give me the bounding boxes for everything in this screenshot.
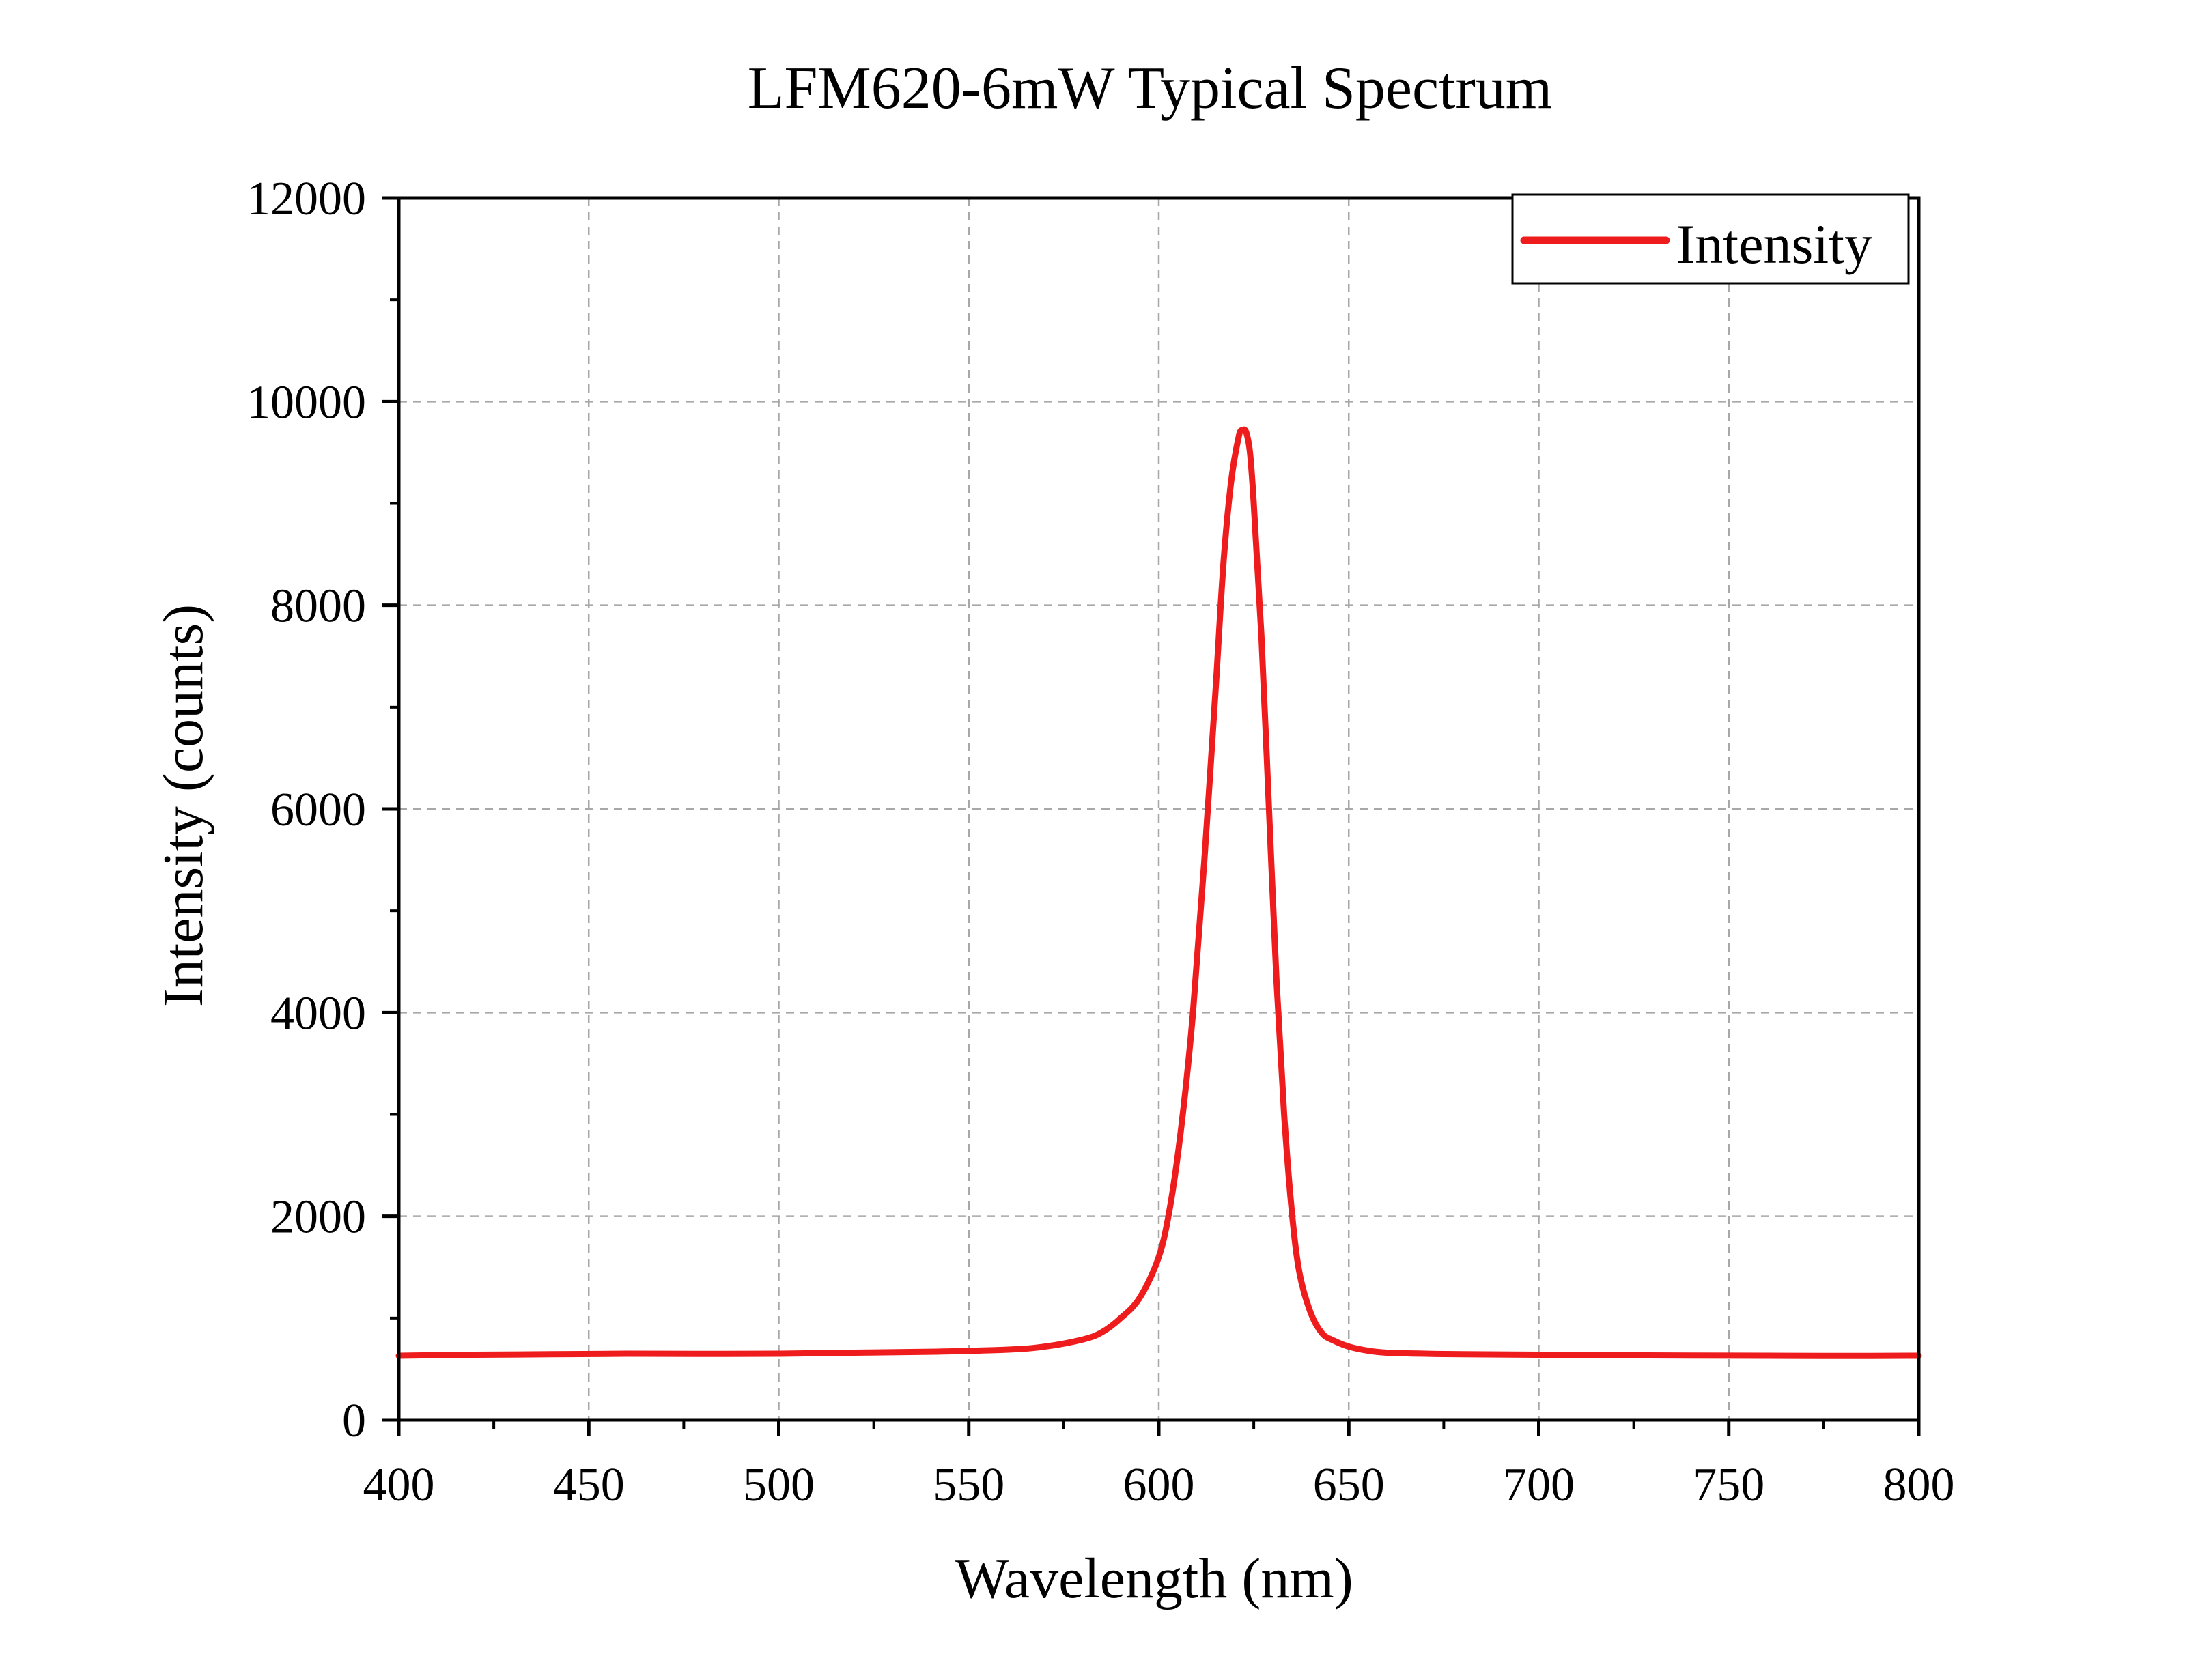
series-line-intensity	[395, 426, 1922, 1359]
x-tick-label: 400	[363, 1459, 435, 1511]
x-tick-label: 600	[1123, 1459, 1195, 1511]
y-tick-label: 10000	[247, 376, 366, 429]
grid-lines	[399, 198, 1919, 1420]
x-tick-label: 800	[1883, 1459, 1955, 1511]
chart-title: LFM620-6mW Typical Spectrum	[748, 55, 1552, 122]
axis-ticks	[382, 196, 1921, 1436]
x-axis-label: Wavelength (nm)	[955, 1547, 1353, 1610]
x-tick-label: 450	[553, 1459, 625, 1511]
x-tick-label: 700	[1503, 1459, 1575, 1511]
y-axis-label: Intensity (counts)	[152, 604, 215, 1007]
axis-tick-labels: 400 450 500 550 600 650 700 750 8000200040006000…	[247, 173, 1955, 1511]
y-tick-label: 8000	[270, 580, 366, 633]
x-tick-label: 650	[1313, 1459, 1385, 1511]
y-tick-label: 12000	[247, 173, 366, 225]
y-tick-label: 0	[342, 1395, 366, 1447]
legend-label-intensity: Intensity	[1676, 213, 1872, 275]
x-tick-label: 550	[933, 1459, 1004, 1511]
legend: Intensity	[1511, 193, 1910, 285]
y-tick-label: 6000	[270, 784, 366, 836]
x-tick-label: 500	[743, 1459, 815, 1511]
y-tick-label: 2000	[270, 1191, 366, 1244]
x-tick-label: 750	[1693, 1459, 1764, 1511]
y-tick-label: 4000	[270, 987, 366, 1040]
